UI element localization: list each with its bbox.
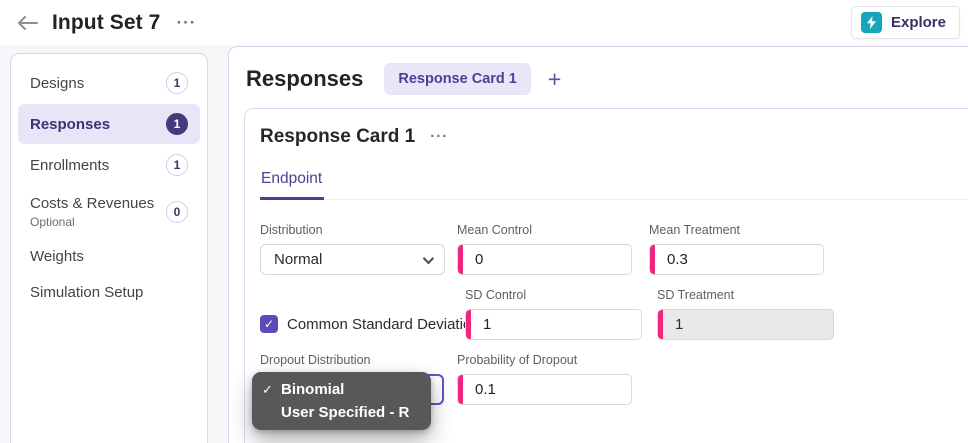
card-more-icon[interactable]: ··· [430, 128, 449, 145]
checkbox-checked-icon[interactable]: ✓ [260, 315, 278, 333]
card-tab-bar: Endpoint [260, 170, 968, 200]
mean-control-input[interactable] [458, 251, 631, 268]
mean-treatment-field: Mean Treatment [649, 223, 824, 275]
probability-of-dropout-input-wrap [457, 374, 632, 405]
sidebar-item-simulation-setup[interactable]: Simulation Setup [18, 275, 200, 310]
chevron-down-icon [422, 252, 435, 264]
page-title: Input Set 7 [52, 10, 161, 34]
common-sd-checkbox-group[interactable]: ✓ Common Standard Deviation [260, 315, 480, 333]
field-label: Dropout Distribution [260, 353, 371, 367]
dropout-distribution-open-menu: ✓ Binomial User Specified - R [252, 372, 431, 430]
explore-button[interactable]: Explore [850, 6, 960, 39]
sidebar-item-label: Enrollments [30, 156, 110, 174]
sidebar-item-label: Weights [30, 248, 84, 265]
count-badge: 1 [166, 154, 188, 176]
mean-control-input-wrap [457, 244, 632, 275]
sidebar: Designs 1 Responses 1 Enrollments 1 Cost… [10, 53, 208, 443]
content-area: Designs 1 Responses 1 Enrollments 1 Cost… [0, 45, 968, 443]
sd-control-field: SD Control [465, 288, 642, 340]
sidebar-item-label: Simulation Setup [30, 284, 144, 301]
title-more-icon[interactable]: ··· [176, 12, 197, 32]
menu-option-user-specified-r[interactable]: User Specified - R [252, 401, 431, 424]
sd-control-input-wrap [465, 309, 642, 340]
section-heading: Responses [246, 66, 364, 91]
field-label: Probability of Dropout [457, 353, 578, 367]
response-card: Response Card 1 ··· Endpoint Distributio… [244, 108, 968, 443]
sidebar-item-label: Costs & Revenues [30, 195, 155, 212]
distribution-select-value: Normal [274, 251, 323, 268]
sidebar-item-designs[interactable]: Designs 1 [18, 63, 200, 103]
endpoint-form: Distribution Normal Mean Control Mea [260, 223, 968, 405]
sidebar-item-costs-revenues[interactable]: Costs & Revenues Optional 0 [18, 186, 200, 238]
mean-treatment-input-wrap [649, 244, 824, 275]
explore-button-label: Explore [890, 14, 946, 31]
common-sd-label: Common Standard Deviation [287, 315, 480, 333]
mean-treatment-input[interactable] [650, 251, 823, 268]
tab-endpoint[interactable]: Endpoint [260, 170, 325, 200]
count-badge: 0 [166, 201, 188, 223]
distribution-field: Distribution Normal [260, 223, 445, 275]
count-badge: 1 [166, 72, 188, 94]
sd-treatment-input-wrap [657, 309, 834, 340]
top-bar: Input Set 7 ··· Explore [0, 0, 968, 45]
distribution-select[interactable]: Normal [260, 244, 445, 275]
sd-control-input[interactable] [466, 316, 641, 333]
lightning-bolt-icon [860, 12, 882, 33]
arrow-left-icon [18, 15, 38, 30]
menu-option-binomial[interactable]: ✓ Binomial [252, 378, 431, 401]
count-badge: 1 [166, 113, 188, 135]
form-row-2: ✓ Common Standard Deviation SD Control S… [260, 288, 968, 340]
sidebar-item-text: Costs & Revenues Optional [30, 195, 154, 229]
card-title: Response Card 1 [260, 126, 416, 147]
sidebar-item-label: Responses [30, 115, 111, 133]
field-label: Mean Control [457, 223, 533, 237]
main-header: Responses Response Card 1 + [229, 47, 968, 95]
field-label: Mean Treatment [649, 223, 741, 237]
add-card-icon[interactable]: + [547, 66, 562, 92]
sidebar-item-sublabel: Optional [30, 215, 75, 229]
sidebar-item-enrollments[interactable]: Enrollments 1 [18, 145, 200, 185]
probability-of-dropout-field: Probability of Dropout [457, 353, 632, 405]
field-label: Distribution [260, 223, 323, 237]
sd-treatment-field: SD Treatment [657, 288, 834, 340]
form-row-1: Distribution Normal Mean Control Mea [260, 223, 968, 275]
card-title-row: Response Card 1 ··· [260, 126, 968, 148]
sidebar-item-responses[interactable]: Responses 1 [18, 104, 200, 144]
field-label: SD Control [465, 288, 527, 302]
menu-option-label: User Specified - R [281, 404, 410, 421]
sidebar-item-weights[interactable]: Weights [18, 239, 200, 274]
back-button[interactable] [14, 10, 40, 36]
menu-option-label: Binomial [281, 381, 345, 398]
response-card-tab-chip[interactable]: Response Card 1 [384, 63, 531, 95]
check-icon: ✓ [262, 381, 273, 397]
sidebar-item-label: Designs [30, 74, 85, 92]
mean-control-field: Mean Control [457, 223, 632, 275]
sd-treatment-input [658, 316, 833, 333]
field-label: SD Treatment [657, 288, 735, 302]
probability-of-dropout-input[interactable] [458, 381, 631, 398]
